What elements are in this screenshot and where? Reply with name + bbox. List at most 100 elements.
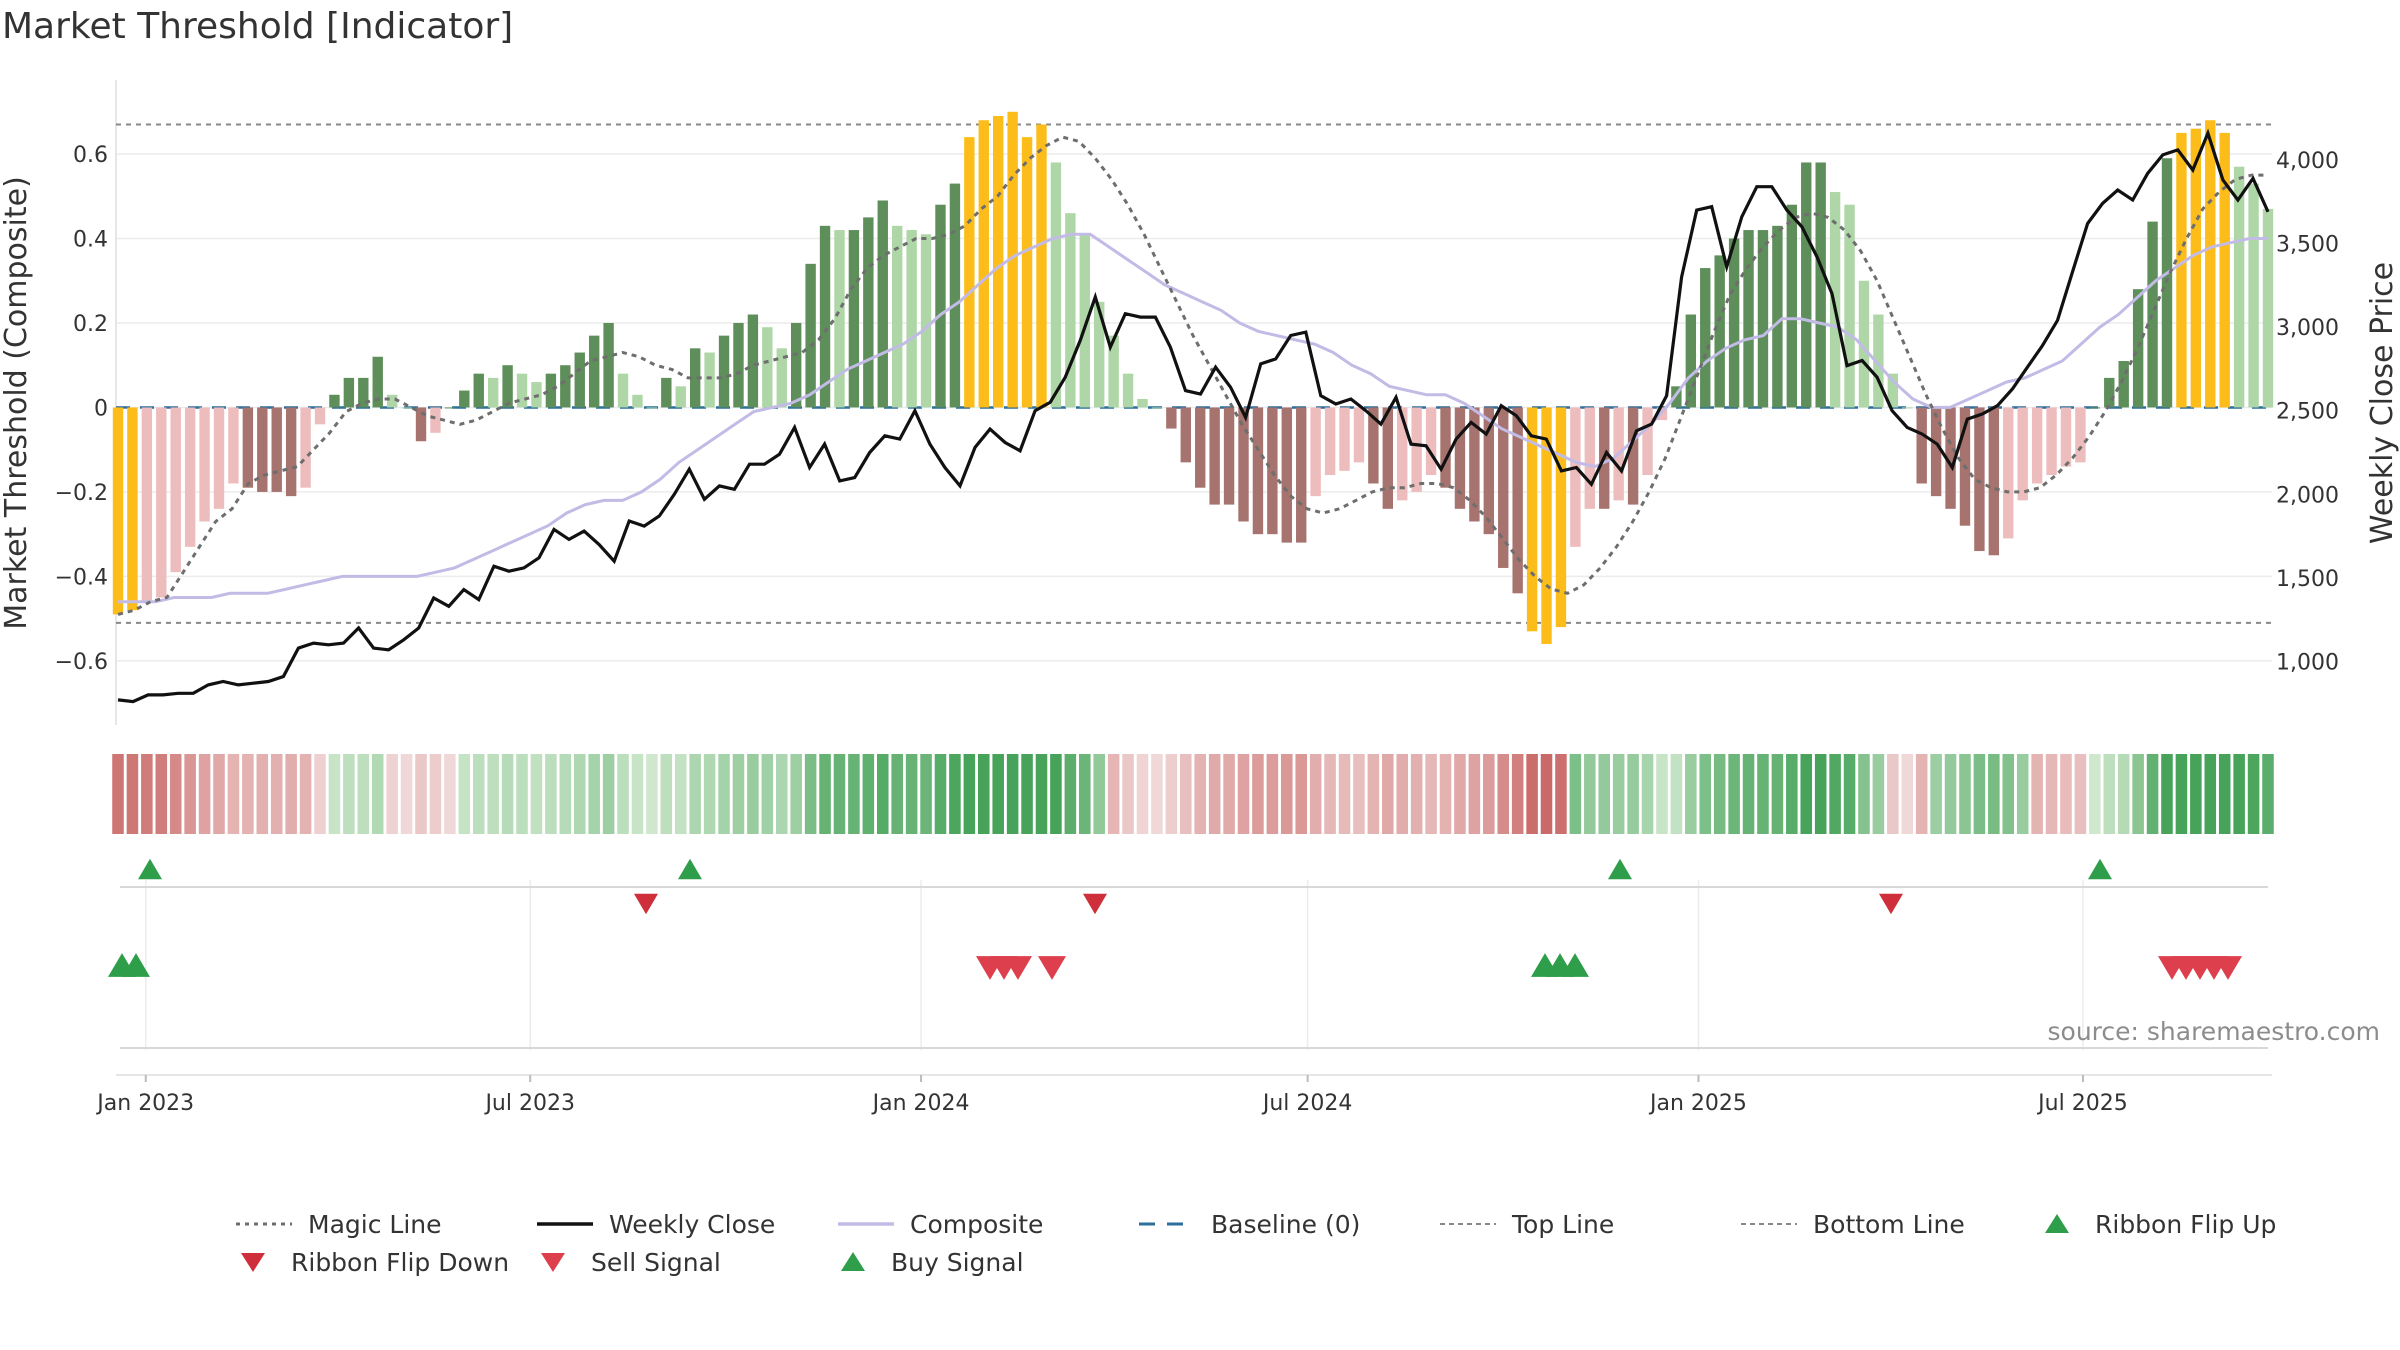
- composite-bar: [1180, 407, 1191, 463]
- ribbon-cell: [949, 754, 961, 834]
- legend-swatch: [241, 1253, 265, 1272]
- composite-bar: [1036, 124, 1047, 408]
- composite-bar: [1050, 162, 1062, 408]
- legend-swatch: [541, 1253, 565, 1272]
- composite-bar: [877, 200, 888, 408]
- composite-bar: [1281, 407, 1292, 543]
- composite-bar: [1483, 407, 1494, 535]
- ribbon-flip-up-marker: [1608, 858, 1632, 880]
- composite-bar: [964, 137, 975, 408]
- composite-bar: [935, 204, 946, 408]
- composite-bar: [1930, 407, 1942, 497]
- ribbon-cell: [1410, 754, 1423, 834]
- composite-bar: [2118, 360, 2129, 408]
- composite-bar: [1700, 268, 1711, 408]
- legend-weekly-close: Weekly Close: [537, 1210, 775, 1239]
- weekly-close-line: [117, 128, 2270, 704]
- ribbon-cell: [1353, 754, 1365, 834]
- ribbon-cell: [1367, 754, 1380, 834]
- ribbon-cell: [227, 754, 240, 834]
- composite-bar: [1945, 407, 1956, 509]
- ribbon-cell: [1915, 754, 1928, 834]
- ribbon-cell: [1122, 754, 1134, 834]
- ribbon-cell: [1612, 754, 1625, 834]
- composite-bar: [675, 386, 686, 408]
- ribbon-cell: [2089, 754, 2101, 834]
- composite-bar: [2017, 407, 2028, 501]
- ribbon-cell: [1555, 754, 1567, 834]
- composite-bar: [415, 407, 427, 442]
- ribbon-cell: [1223, 754, 1235, 834]
- composite-bar: [257, 407, 268, 492]
- ribbon-cell: [242, 754, 254, 834]
- ribbon-cell: [545, 754, 557, 834]
- ribbon-cell: [1396, 754, 1408, 834]
- ribbon-flip-up-marker: [2088, 858, 2112, 880]
- series-lines: [117, 128, 2270, 704]
- composite-bar: [459, 390, 470, 408]
- legend-label: Magic Line: [308, 1210, 442, 1239]
- ribbon-cell: [198, 754, 211, 834]
- ribbon-cell: [573, 754, 586, 834]
- ribbon-cell: [1713, 754, 1726, 834]
- ribbon-cell: [1930, 754, 1942, 834]
- composite-bar: [242, 407, 254, 488]
- legend-composite: Composite: [838, 1210, 1043, 1239]
- composite-bar: [1166, 407, 1177, 429]
- composite-bar: [2060, 407, 2072, 467]
- legend-label: Composite: [910, 1210, 1043, 1239]
- ribbon-cell: [1468, 754, 1481, 834]
- composite-bar: [300, 407, 311, 488]
- ribbon-cell: [833, 754, 846, 834]
- ribbon-cell: [444, 754, 456, 834]
- composite-bar: [184, 407, 196, 547]
- composite-bars: [112, 111, 2274, 644]
- composite-bar: [1339, 407, 1350, 471]
- ribbon-cell: [1800, 754, 1813, 834]
- composite-bar: [285, 407, 297, 497]
- composite-bar: [487, 377, 499, 408]
- right-axis-ticks: 4,000 3,500 3,000 2,500 2,000 1,500 1,000: [2276, 149, 2339, 676]
- composite-bar: [1772, 225, 1783, 408]
- ribbon-cell: [588, 754, 600, 834]
- composite-bar: [1988, 407, 2000, 556]
- composite-bar: [2262, 208, 2274, 408]
- ribbon-cell: [660, 754, 673, 834]
- ribbon-cell: [1035, 754, 1048, 834]
- ribbon-cell: [141, 754, 153, 834]
- composite-bar: [1916, 407, 1927, 484]
- ribbon-cell: [2016, 754, 2029, 834]
- legend-label: Ribbon Flip Down: [291, 1248, 509, 1277]
- x-tick-label: Jan 2024: [871, 1091, 970, 1116]
- ribbon-cell: [1598, 754, 1611, 834]
- composite-bar: [1685, 314, 1697, 408]
- left-axis-title: Market Threshold (Composite): [0, 176, 34, 630]
- ribbon-cell: [2103, 754, 2116, 834]
- ribbon-cell: [328, 754, 341, 834]
- ribbon-cell: [2132, 754, 2144, 834]
- legend-swatch: [841, 1252, 865, 1271]
- sell-signal-marker: [2214, 956, 2242, 980]
- ribbon-cell: [2218, 754, 2231, 834]
- legend-top-line: Top Line: [1440, 1210, 1614, 1239]
- buy-signal-marker: [122, 953, 150, 977]
- composite-bar: [516, 373, 528, 408]
- composite-bar: [848, 230, 860, 408]
- ribbon-cell: [718, 754, 730, 834]
- chart-title: Market Threshold [Indicator]: [2, 6, 513, 47]
- ribbon-cell: [732, 754, 745, 834]
- legend-label: Baseline (0): [1211, 1210, 1360, 1239]
- right-axis-title: Weekly Close Price: [2365, 262, 2400, 544]
- legend-label: Sell Signal: [591, 1248, 721, 1277]
- ribbon-cell: [559, 754, 572, 834]
- composite-bar: [805, 263, 816, 408]
- composite-bar: [1844, 204, 1855, 408]
- ribbon-cell: [1843, 754, 1856, 834]
- ribbon-cell: [1584, 754, 1596, 834]
- ribbon-cell: [1454, 754, 1466, 834]
- composite-bar: [834, 230, 845, 408]
- ribbon-cell: [1338, 754, 1351, 834]
- composite-bar: [632, 394, 643, 408]
- ribbon-cell: [458, 754, 471, 834]
- ribbon-cell: [2045, 754, 2058, 834]
